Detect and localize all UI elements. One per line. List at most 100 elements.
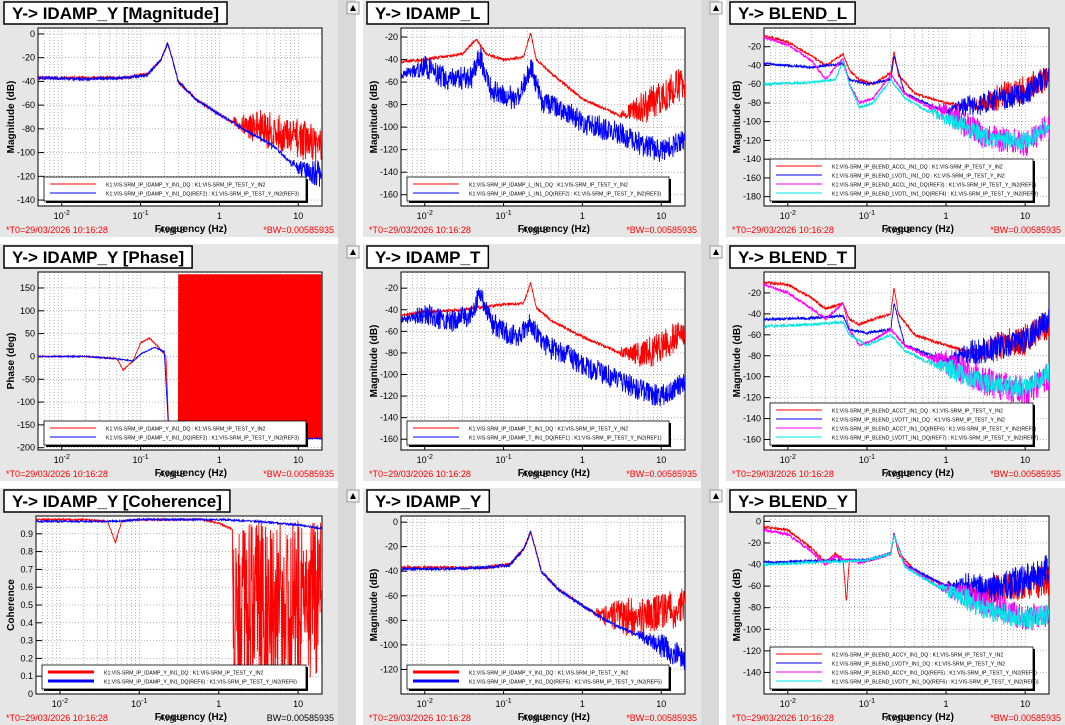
- y-tick-label: -160: [743, 435, 761, 445]
- legend-entry: K1:VIS-SRM_IP_BLEND_ACCT_IN1_DQ(REF6) : …: [832, 427, 1037, 433]
- y-tick-label: -160: [380, 190, 398, 200]
- x-axis-label: Frequency (Hz): [518, 468, 590, 479]
- plot-area: [400, 271, 686, 451]
- y-axis-label: Magnitude (dB): [732, 81, 743, 154]
- series-group: [36, 517, 322, 688]
- y-tick-label: 0.3: [20, 636, 33, 646]
- x-axis-label: Frequency (Hz): [882, 224, 954, 235]
- legend-box: [406, 176, 670, 202]
- legend: K1:VIS-SRM_IP_BLEND_ACCY_IN1_DQ : K1:VIS…: [769, 646, 1039, 691]
- panel-p6: Y-> BLEND_T 10-2 10-1 1 10 -20 -40 -60 -80 -100 -1…: [709, 244, 1065, 481]
- x-tick-label: 10: [1020, 455, 1030, 465]
- status-bw: BW=0.00585935: [267, 713, 334, 723]
- y-tick-label: 150: [20, 283, 35, 293]
- y-tick-label: 0: [30, 29, 35, 39]
- x-tick-label: 1: [580, 699, 585, 709]
- status-avg: Avg=3: [886, 225, 912, 235]
- series-line-3: [764, 35, 1049, 158]
- y-tick-label: -120: [743, 135, 761, 145]
- title-box: [729, 489, 857, 513]
- panel-p2: Y-> IDAMP_L 10-2 10-1 1 10 -20 -40 -60 -80 -100 -1…: [346, 0, 719, 244]
- x-axis-label: Frequency (Hz): [155, 224, 227, 235]
- y-tick-label: 0.8: [20, 547, 33, 557]
- legend: K1:VIS-SRM_IP_IDAMP_T_IN1_DQ : K1:VIS-SR…: [406, 420, 671, 447]
- panel-title: Y-> IDAMP_Y: [375, 492, 482, 511]
- y-tick-label: -50: [22, 374, 35, 384]
- legend-entry: K1:VIS-SRM_IP_BLEND_ACCY_IN1_DQ(REF5) : …: [832, 671, 1037, 677]
- y-tick-label: -180: [743, 192, 761, 202]
- y-tick-label: -60: [748, 79, 761, 89]
- series-group: [764, 34, 1049, 158]
- status-t0: *T0=29/03/2026 10:16:28: [369, 225, 471, 235]
- y-tick-label: -160: [380, 434, 398, 444]
- status-avg: Avg=3: [159, 469, 185, 479]
- panel-title: Y-> IDAMP_Y [Coherence]: [12, 492, 222, 511]
- x-tick-label: 10: [293, 699, 303, 709]
- y-tick-label: -60: [748, 330, 761, 340]
- x-tick-label: 10-2: [417, 698, 433, 709]
- plot-area: [400, 27, 686, 207]
- status-avg: Avg=3: [886, 713, 912, 723]
- x-tick-label: 10-2: [417, 210, 433, 221]
- legend-entry: K1:VIS-SRM_IP_BLEND_LVDTL_IN1_DQ(REF4) :…: [832, 192, 1038, 198]
- legend-entry: K1:VIS-SRM_IP_IDAMP_Y_IN1_DQ : K1:VIS-SR…: [104, 671, 264, 677]
- panel-p3: Y-> BLEND_L 10-2 10-1 1 10 -20 -40 -60 -80 -100 -1…: [709, 0, 1065, 237]
- legend: K1:VIS-SRM_IP_BLEND_ACCT_IN1_DQ : K1:VIS…: [769, 402, 1039, 447]
- y-tick-label: -100: [380, 369, 398, 379]
- x-tick-label: 10: [1020, 699, 1030, 709]
- panel-p9: Y-> BLEND_Y 10-2 10-1 1 10 0 -20 -40 -60 -80 -100 -…: [709, 488, 1065, 725]
- y-tick-label: -40: [22, 76, 35, 86]
- x-tick-label: 10: [656, 211, 666, 221]
- y-tick-label: -80: [748, 98, 761, 108]
- x-tick-label: 1: [580, 455, 585, 465]
- y-tick-label: -80: [748, 603, 761, 613]
- series-line-1: [764, 34, 1049, 113]
- x-tick-label: 1: [944, 455, 949, 465]
- y-tick-label: -80: [748, 351, 761, 361]
- status-avg: Avg=3: [159, 225, 185, 235]
- status-bw: *BW=0.00585935: [990, 225, 1061, 235]
- y-tick-label: -60: [22, 100, 35, 110]
- legend-entry: K1:VIS-SRM_IP_BLEND_ACCL_IN1_DQ : K1:VIS…: [832, 165, 1003, 171]
- series-line-1: [764, 525, 1049, 604]
- status-t0: *T0=29/03/2026 10:16:28: [6, 225, 108, 235]
- x-tick-label: 1: [217, 211, 222, 221]
- status-avg: Avg=3: [522, 225, 548, 235]
- y-tick-label: 50: [25, 329, 35, 339]
- y-tick-label: -100: [743, 117, 761, 127]
- panel-p8: Y-> IDAMP_Y 10-2 10-1 1 10 0 -20 -40 -60 -80 -100 -…: [346, 488, 719, 725]
- x-tick-label: 10: [1020, 211, 1030, 221]
- status-avg: Avg=3: [886, 469, 912, 479]
- y-tick-label: -40: [748, 60, 761, 70]
- panel-title: Y-> BLEND_T: [738, 248, 848, 267]
- legend-entry: K1:VIS-SRM_IP_IDAMP_T_IN1_DQ(REF1) : K1:…: [469, 436, 662, 442]
- x-tick-label: 1: [944, 699, 949, 709]
- series-line-4: [764, 319, 1049, 398]
- x-tick-label: 10-1: [132, 210, 148, 221]
- panel-p7: Y-> IDAMP_Y [Coherence] 10-2 10-1 1 10 0.9 0.8…: [0, 488, 356, 725]
- series-line-1: [401, 32, 685, 123]
- series-line-3: [764, 282, 1049, 406]
- status-avg: Avg=3: [522, 713, 548, 723]
- series-group: [401, 530, 685, 670]
- legend: K1:VIS-SRM_IP_IDAMP_Y_IN1_DQ : K1:VIS-SR…: [43, 176, 308, 203]
- status-bw: *BW=0.00585935: [990, 469, 1061, 479]
- status-bw: *BW=0.00585935: [626, 469, 697, 479]
- title-box: [3, 245, 193, 269]
- y-tick-label: -20: [385, 283, 398, 293]
- x-tick-label: 10-1: [132, 454, 148, 465]
- legend-box: [43, 176, 307, 202]
- legend-box: [406, 420, 670, 446]
- x-axis-label: Frequency (Hz): [155, 468, 227, 479]
- x-tick-label: 10-2: [780, 210, 796, 221]
- series-line-1: [401, 282, 685, 367]
- y-tick-label: -120: [380, 145, 398, 155]
- y-axis-label: Magnitude (dB): [6, 81, 17, 154]
- y-tick-label: -200: [17, 443, 35, 453]
- legend-entry: K1:VIS-SRM_IP_IDAMP_L_IN1_DQ : K1:VIS-SR…: [469, 183, 628, 189]
- status-avg: Avg=3: [522, 469, 548, 479]
- panel-title: Y-> IDAMP_Y [Magnitude]: [12, 4, 219, 23]
- y-tick-label: -100: [17, 397, 35, 407]
- legend: K1:VIS-SRM_IP_IDAMP_Y_IN1_DQ : K1:VIS-SR…: [41, 664, 308, 691]
- y-tick-label: 0.1: [20, 671, 33, 681]
